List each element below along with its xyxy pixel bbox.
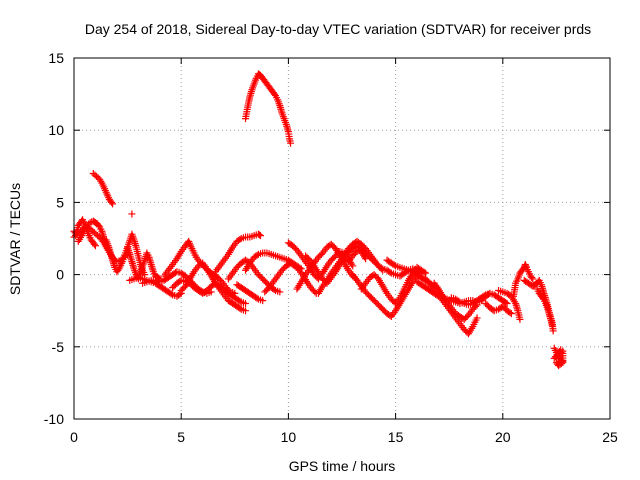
data-point bbox=[549, 327, 557, 335]
data-point bbox=[236, 297, 244, 305]
data-point bbox=[516, 315, 524, 323]
y-axis-label: SDTVAR / TECUs bbox=[7, 183, 23, 295]
data-point bbox=[242, 299, 250, 307]
data-point bbox=[529, 275, 537, 283]
data-point bbox=[557, 346, 565, 354]
data-point bbox=[236, 235, 244, 243]
data-point bbox=[352, 249, 360, 257]
data-point bbox=[502, 299, 510, 307]
data-point bbox=[473, 314, 481, 322]
x-tick-label: 10 bbox=[281, 429, 297, 445]
data-point bbox=[257, 232, 265, 240]
data-point bbox=[276, 288, 284, 296]
y-tick-label: 0 bbox=[56, 267, 64, 283]
data-point bbox=[108, 198, 116, 206]
grid-layer bbox=[74, 58, 610, 419]
data-point bbox=[507, 310, 515, 318]
data-point bbox=[377, 264, 385, 272]
data-point bbox=[255, 231, 263, 239]
x-axis-label: GPS time / hours bbox=[289, 458, 396, 474]
x-tick-label: 0 bbox=[70, 429, 78, 445]
x-tick-label: 20 bbox=[495, 429, 511, 445]
data-series-prds bbox=[70, 70, 567, 370]
data-point bbox=[548, 321, 556, 329]
data-point bbox=[506, 309, 514, 317]
y-tick-label: -5 bbox=[52, 339, 65, 355]
plot-frame bbox=[73, 57, 611, 420]
data-point bbox=[349, 262, 357, 270]
data-point bbox=[91, 242, 99, 250]
data-point bbox=[90, 240, 98, 248]
data-point bbox=[503, 299, 511, 307]
chart-title: Day 254 of 2018, Sidereal Day-to-day VTE… bbox=[85, 21, 591, 37]
data-point bbox=[128, 210, 136, 218]
data-point bbox=[176, 290, 184, 298]
data-point bbox=[167, 290, 175, 298]
data-point bbox=[480, 292, 488, 300]
y-tick-label: 10 bbox=[48, 122, 64, 138]
data-point bbox=[253, 251, 261, 259]
x-tick-label: 5 bbox=[177, 429, 185, 445]
data-point bbox=[528, 273, 536, 281]
data-point bbox=[420, 268, 428, 276]
data-point bbox=[95, 222, 103, 230]
data-point bbox=[454, 297, 462, 305]
x-tick-label: 25 bbox=[602, 429, 618, 445]
y-tick-label: 5 bbox=[56, 194, 64, 210]
data-point bbox=[557, 360, 565, 368]
y-tick-label: -10 bbox=[44, 411, 64, 427]
x-tick-label: 15 bbox=[388, 429, 404, 445]
data-point bbox=[390, 261, 398, 269]
data-point bbox=[242, 307, 250, 315]
data-point bbox=[538, 294, 546, 302]
y-tick-label: 15 bbox=[48, 50, 64, 66]
data-point bbox=[236, 304, 244, 312]
data-point bbox=[287, 139, 295, 147]
data-point bbox=[109, 200, 117, 208]
data-point bbox=[270, 286, 278, 294]
data-point bbox=[386, 268, 394, 276]
data-point bbox=[253, 294, 261, 302]
data-point bbox=[259, 297, 267, 305]
data-point bbox=[555, 347, 563, 355]
data-point bbox=[270, 90, 278, 98]
data-point bbox=[176, 277, 184, 285]
